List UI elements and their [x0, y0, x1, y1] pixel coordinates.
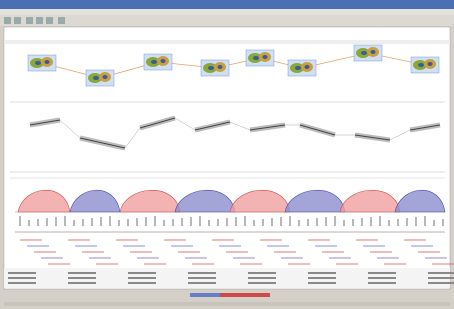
info-text	[248, 277, 276, 279]
info-text	[368, 272, 396, 274]
page: {} (() => { const svg = document.getElem…	[0, 0, 454, 309]
toolbar-button[interactable]	[58, 17, 65, 24]
blob-core	[428, 62, 433, 66]
toolbar	[0, 15, 454, 26]
toolbar-button[interactable]	[46, 17, 53, 24]
taskbar	[4, 302, 450, 306]
info-text	[368, 277, 396, 279]
info-text	[128, 277, 156, 279]
info-text	[428, 277, 454, 279]
info-text	[248, 272, 276, 274]
blob-core	[253, 56, 259, 60]
info-text	[128, 272, 156, 274]
info-text	[68, 272, 96, 274]
info-text	[8, 282, 36, 284]
toolbar-button[interactable]	[36, 17, 43, 24]
info-text	[128, 282, 156, 284]
info-text	[188, 282, 216, 284]
blob-core	[218, 65, 223, 69]
blob-core	[418, 63, 424, 67]
info-text	[8, 277, 36, 279]
info-text	[368, 282, 396, 284]
info-text	[188, 277, 216, 279]
blob-core	[161, 59, 166, 63]
panel-header	[4, 40, 450, 44]
info-text	[308, 272, 336, 274]
info-text	[308, 277, 336, 279]
info-text	[8, 272, 36, 274]
info-text	[428, 282, 454, 284]
status-indicator	[220, 293, 270, 297]
blob-core	[305, 65, 310, 69]
info-text	[308, 282, 336, 284]
blob-core	[263, 55, 268, 59]
blob-core	[93, 76, 99, 80]
app-window	[0, 0, 454, 309]
menu-bar[interactable]	[0, 9, 454, 15]
blob-core	[371, 50, 376, 54]
status-indicator	[190, 293, 220, 297]
blob-core	[295, 66, 301, 70]
toolbar-button[interactable]	[26, 17, 33, 24]
info-text	[68, 277, 96, 279]
info-text	[248, 282, 276, 284]
blob-core	[208, 66, 214, 70]
toolbar-button[interactable]	[4, 17, 11, 24]
blob-core	[361, 51, 367, 55]
title-bar	[0, 0, 454, 9]
toolbar-button[interactable]	[14, 17, 21, 24]
info-text	[68, 282, 96, 284]
info-text	[428, 272, 454, 274]
blob-core	[103, 75, 108, 79]
blob-core	[45, 60, 50, 64]
blob-core	[35, 61, 41, 65]
blob-core	[151, 60, 157, 64]
info-text	[188, 272, 216, 274]
